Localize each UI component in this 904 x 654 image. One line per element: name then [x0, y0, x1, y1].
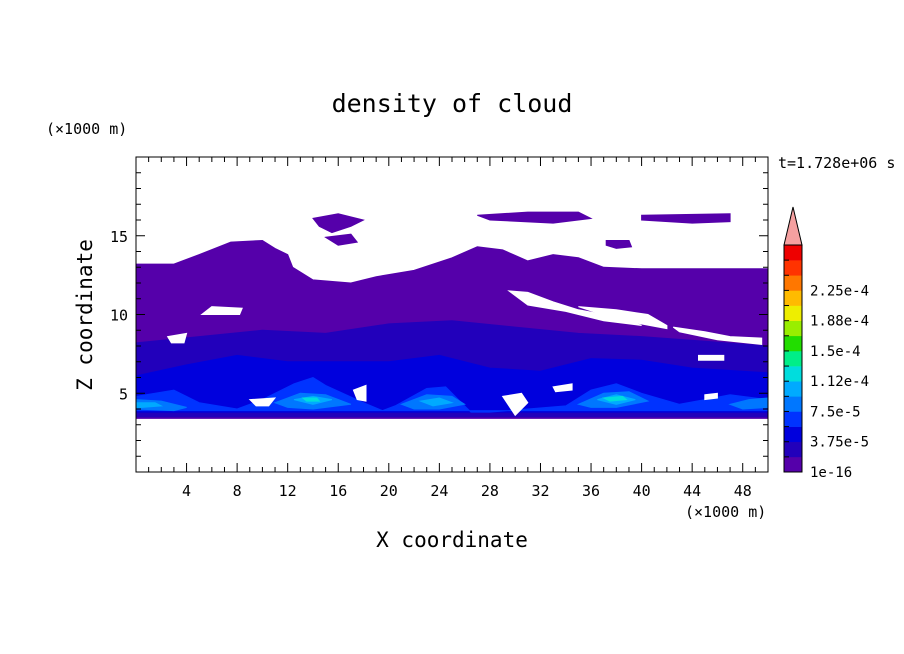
y-axis-label: Z coordinate — [73, 239, 97, 391]
colorbar-label: 1.88e-4 — [810, 314, 869, 330]
colorbar-label: 1e-16 — [810, 465, 852, 481]
colorbar-label: 1.5e-4 — [810, 344, 861, 360]
x-tick-label: 20 — [380, 482, 398, 500]
colorbar-swatch — [784, 456, 802, 473]
y-axis: 5 10 15 — [110, 172, 768, 457]
colorbar-swatch — [784, 275, 802, 291]
colorbar-label: 2.25e-4 — [810, 283, 869, 299]
density-region-level-6 — [601, 395, 628, 402]
density-region-level-0 — [641, 213, 731, 224]
colorbar-label: 7.5e-5 — [810, 404, 861, 420]
x-axis: 4 8 12 16 20 24 28 32 36 40 44 48 — [148, 157, 756, 500]
density-region-level-0 — [605, 240, 633, 249]
colorbar-swatch — [784, 366, 802, 382]
x-tick-label: 8 — [233, 482, 242, 500]
density-region-level-4 — [728, 397, 768, 410]
colorbar-swatch — [784, 245, 802, 261]
x-tick-label: 32 — [531, 482, 549, 500]
x-tick-label: 36 — [582, 482, 600, 500]
cloud-gap-region — [704, 392, 718, 401]
x-tick-label: 48 — [734, 482, 752, 500]
colorbar-swatch — [784, 305, 802, 321]
cloud-gap-region — [352, 384, 367, 402]
colorbar-overflow-arrow — [783, 206, 803, 246]
colorbar-label: 3.75e-5 — [810, 435, 869, 451]
colorbar-label: 1.12e-4 — [810, 374, 869, 390]
time-label: t=1.728e+06 s — [778, 154, 895, 172]
x-unit-label: (×1000 m) — [685, 503, 766, 521]
chart-title: density of cloud — [332, 89, 573, 118]
y-tick-label: 10 — [110, 307, 128, 325]
cloud-gap-region — [166, 332, 188, 344]
density-region-level-0 — [477, 211, 593, 224]
plot-area — [136, 211, 768, 419]
colorbar-swatch — [784, 381, 802, 397]
cloud-gap-region — [672, 326, 763, 345]
colorbar-swatch — [784, 335, 802, 352]
cloud-gap-region — [248, 397, 277, 407]
colorbar-swatch — [784, 411, 802, 427]
density-region-level-5 — [418, 397, 454, 407]
cloud-gap-region — [200, 306, 243, 315]
colorbar: 1e-16 3.75e-5 7.5e-5 1.12e-4 1.5e-4 1.88e-4 2.… — [783, 206, 869, 481]
y-tick-label: 5 — [119, 385, 128, 403]
y-unit-label: (×1000 m) — [46, 120, 127, 138]
x-tick-label: 4 — [182, 482, 191, 500]
x-tick-label: 44 — [683, 482, 701, 500]
colorbar-swatch — [784, 290, 802, 306]
x-tick-label: 16 — [329, 482, 347, 500]
colorbar-swatch — [784, 320, 802, 337]
y-tick-label: 15 — [110, 228, 128, 246]
colorbar-swatch — [784, 260, 802, 276]
cloud-gap-region — [698, 354, 725, 361]
colorbar-swatch — [784, 396, 802, 412]
x-tick-label: 28 — [481, 482, 499, 500]
colorbar-swatch — [784, 426, 802, 443]
x-axis-label: X coordinate — [376, 528, 528, 552]
colorbar-swatch — [784, 441, 802, 458]
x-tick-label: 40 — [633, 482, 651, 500]
cloud-gap-region — [578, 306, 668, 330]
density-region-level-0 — [312, 213, 365, 234]
x-tick-label: 24 — [430, 482, 448, 500]
x-tick-label: 12 — [279, 482, 297, 500]
cloud-gap-region — [501, 392, 529, 417]
colorbar-swatch — [784, 350, 802, 367]
cloud-gap-region — [552, 383, 573, 393]
density-region-level-6 — [301, 397, 321, 402]
density-region-level-5 — [136, 402, 164, 408]
density-region-level-0 — [324, 233, 359, 246]
